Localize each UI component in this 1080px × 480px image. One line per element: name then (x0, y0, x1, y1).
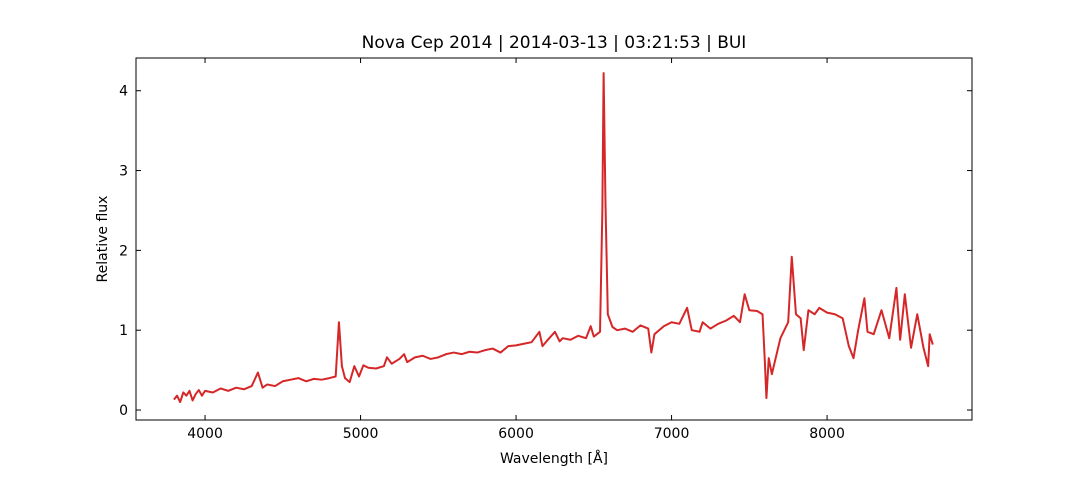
y-tick-label: 1 (119, 323, 128, 339)
y-tick-label: 3 (119, 164, 128, 180)
x-tick-label: 6000 (498, 426, 534, 442)
y-axis-label: Relative flux (95, 196, 111, 283)
x-tick-label: 7000 (654, 426, 690, 442)
plot-frame (135, 57, 973, 421)
x-axis-label: Wavelength [Å] (500, 450, 608, 467)
y-tick-label: 0 (119, 403, 128, 419)
spectrum-line (173, 72, 934, 404)
chart-title: Nova Cep 2014 | 2014-03-13 | 03:21:53 | … (362, 33, 747, 53)
x-tick-label: 5000 (343, 426, 379, 442)
y-tick-label: 2 (119, 243, 128, 259)
y-tick-label: 4 (119, 84, 128, 100)
x-tick-label: 8000 (809, 426, 845, 442)
x-tick-label: 4000 (187, 426, 223, 442)
